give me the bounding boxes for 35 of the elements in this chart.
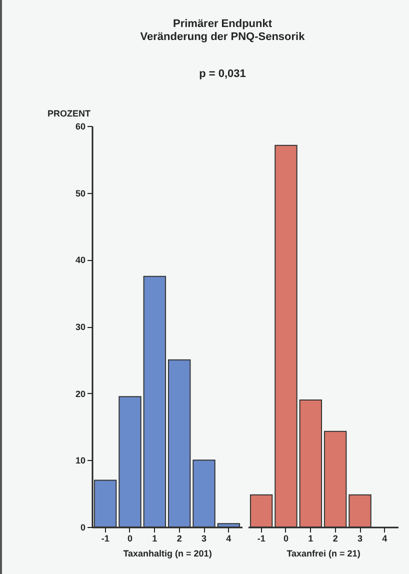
bar: [299, 400, 322, 528]
bar: [143, 276, 166, 528]
x-tick-label: -1: [101, 534, 110, 544]
x-tick-label: 1: [152, 534, 158, 544]
x-tick-label: 4: [226, 534, 232, 544]
y-tick-label: 0: [80, 522, 86, 532]
x-tick-label: 1: [308, 534, 314, 544]
bar: [324, 430, 347, 528]
bar: [217, 523, 240, 528]
x-tick-label: -1: [257, 534, 266, 544]
y-tick-label: 10: [75, 456, 86, 466]
y-tick-label: 60: [75, 122, 86, 132]
bar: [118, 396, 142, 528]
bar: [250, 494, 273, 528]
bar: [94, 480, 117, 528]
y-tick-label: 20: [75, 388, 86, 399]
x-tick-label: 0: [283, 534, 288, 544]
bar: [168, 359, 191, 528]
x-tick-label: 2: [332, 534, 338, 544]
y-tick-label: 40: [75, 255, 86, 266]
y-tick-label: 30: [75, 322, 86, 332]
x-tick-label: 2: [176, 534, 182, 544]
x-tick-label: 3: [358, 534, 363, 544]
x-tick-label: 3: [202, 534, 207, 544]
chart-subtitle: p = 0,031: [199, 68, 246, 80]
bar: [274, 144, 298, 528]
y-tick-label: 50: [75, 188, 86, 198]
bar: [348, 494, 372, 528]
x-tick-label: 0: [127, 534, 132, 544]
x-axis-title: Taxanfrei (n = 21): [286, 548, 360, 558]
x-axis-title: Taxanhaltig (n = 201): [123, 548, 212, 558]
chart-title: Primärer Endpunkt Veränderung der PNQ-Sensorik: [140, 18, 306, 43]
y-axis-title: PROZENT: [47, 108, 91, 118]
x-tick-label: 4: [382, 534, 388, 544]
bar: [192, 460, 216, 528]
